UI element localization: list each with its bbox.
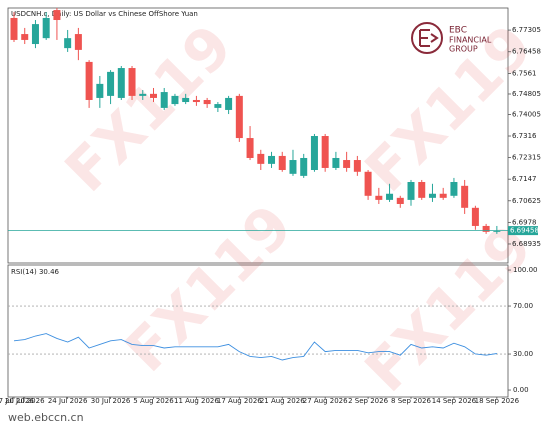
candle-body [289, 160, 297, 174]
candle-body [428, 193, 436, 198]
candle-body [396, 197, 404, 204]
candle-body [160, 92, 168, 108]
candle-body [418, 182, 426, 198]
x-tick-label: 27 Aug 2026 [303, 397, 348, 405]
candle-body [332, 157, 340, 168]
x-tick-label: 17 Aug 2026 [217, 397, 262, 405]
logo-ring [411, 22, 443, 54]
candle-body [278, 155, 286, 170]
x-tick-label: 24 Jul 2026 [48, 397, 88, 405]
y-tick-label: 6.70625 [512, 197, 541, 205]
y-tick-label: 6.6978 [512, 218, 537, 226]
candle-body [364, 171, 372, 196]
candle-body [482, 225, 490, 232]
candle-body [171, 95, 179, 105]
candle-body [214, 104, 222, 108]
candle-body [192, 99, 200, 103]
y-tick-label: 6.7147 [512, 175, 537, 183]
footer: web.ebccn.cn [8, 411, 84, 424]
candle-body [21, 34, 29, 40]
candle-body [203, 99, 211, 105]
last-price-tag [508, 226, 538, 236]
candle-body [407, 182, 415, 200]
candle-body [493, 230, 501, 232]
candle-body [31, 24, 39, 45]
watermark: FX119 [112, 192, 305, 385]
candle-body [107, 71, 115, 96]
candle-body [461, 185, 469, 208]
price-panel [7, 7, 509, 264]
candle-body [225, 97, 233, 110]
x-tick-label: 11 Aug 2026 [174, 397, 219, 405]
candle-body [128, 68, 136, 96]
candle-body [74, 34, 82, 50]
y-tick-label: 6.68935 [512, 240, 541, 248]
y-tick-label: 6.74805 [512, 90, 541, 98]
watermarks: FX119 FX119 FX119 FX119 [52, 12, 545, 405]
y-tick-label: 70.00 [513, 302, 533, 310]
candle-body [85, 61, 93, 100]
candle-body [268, 155, 276, 164]
x-tick-label: 17 Jul 2026 [0, 397, 34, 405]
candle-body [139, 93, 147, 96]
candle-body [386, 193, 394, 200]
candle-body [471, 207, 479, 226]
candle-body [450, 182, 458, 196]
x-tick-label: 5 Aug 2026 [133, 397, 174, 405]
candle-body [117, 68, 125, 98]
chart-title: USDCNH.c, Daily: US Dollar vs Chinese Of… [11, 10, 198, 18]
y-tick-label: 6.77305 [512, 26, 541, 34]
y-tick-label: 6.76458 [512, 48, 541, 56]
candle-body [10, 17, 18, 40]
x-tick-label: 30 Jul 2026 [91, 397, 131, 405]
logo-line: GROUP [449, 45, 478, 54]
y-tick-label: 6.7316 [512, 132, 537, 140]
logo-mark [419, 29, 439, 47]
candle-body [53, 10, 61, 21]
x-tick-label: 20 Jul 2026 [5, 397, 45, 405]
x-tick-label: 2 Sep 2026 [348, 397, 388, 405]
candle-body [375, 195, 383, 200]
x-tick-label: 14 Sep 2026 [432, 397, 477, 405]
candle-body [235, 95, 243, 139]
candle-body [64, 38, 72, 49]
candle-body [182, 97, 190, 103]
x-tick-label: 21 Aug 2026 [260, 397, 305, 405]
y-tick-label: 6.72315 [512, 154, 541, 162]
rsi-line [13, 333, 497, 361]
candle-body [439, 193, 447, 198]
y-tick-label: 6.74005 [512, 110, 541, 118]
candle-body [310, 136, 318, 170]
candle-body [343, 160, 351, 168]
y-tick-label: 100.00 [513, 266, 538, 274]
candle-body [42, 17, 50, 39]
candle-body [96, 83, 104, 98]
x-tick-label: 18 Sep 2026 [475, 397, 520, 405]
logo: EBC FINANCIAL GROUP [411, 22, 492, 54]
y-tick-label: 6.7561 [512, 69, 537, 77]
rsi-panel [7, 264, 509, 398]
y-tick-label: 0.00 [513, 386, 529, 394]
candle-body [300, 157, 308, 176]
rsi-title: RSI(14) 30.46 [11, 268, 60, 276]
candle-body [321, 136, 329, 168]
x-tick-label: 8 Sep 2026 [391, 397, 431, 405]
candle-body [246, 138, 254, 158]
candle-body [257, 153, 265, 164]
candle-body [353, 160, 361, 172]
logo-line: FINANCIAL [449, 36, 492, 45]
candle-body [149, 93, 157, 98]
y-tick-label: 30.00 [513, 350, 533, 358]
logo-name: EBC [449, 26, 467, 36]
last-price-label: 6.69458 [510, 227, 539, 235]
